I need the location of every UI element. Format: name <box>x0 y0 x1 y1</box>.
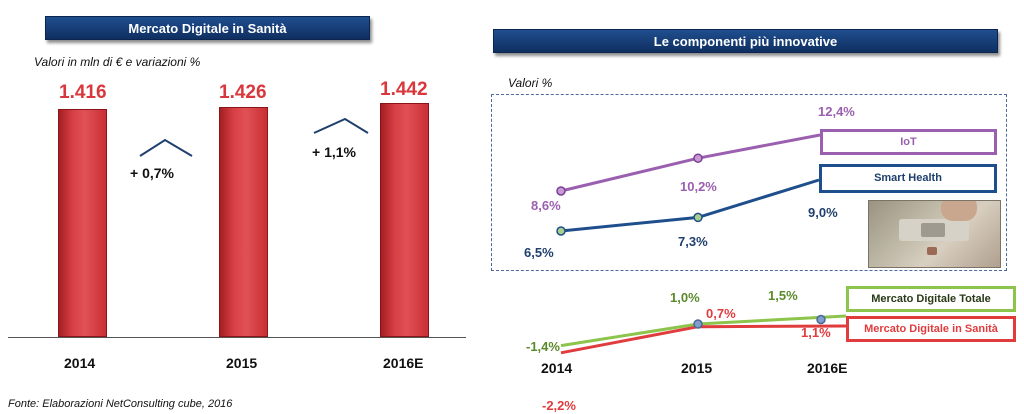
photo-hand <box>941 201 977 221</box>
iot-point <box>556 186 566 196</box>
legend-mercato-sanita: Mercato Digitale in Sanità <box>846 316 1016 342</box>
x-tick-label: 2014 <box>64 355 96 371</box>
bar-value-label: 1.426 <box>219 82 267 103</box>
x-tick-label: 2016E <box>807 360 848 376</box>
iot-point-label: 8,6% <box>531 198 561 213</box>
bar-2015 <box>219 107 268 337</box>
variation-label: + 0,7% <box>130 165 174 181</box>
smart-health-point-label: 6,5% <box>524 245 554 260</box>
variation-label: + 1,1% <box>312 144 356 160</box>
x-tick-label: 2016E <box>383 355 424 371</box>
upper-chart-frame <box>491 94 1007 271</box>
wearable-device-photo <box>868 200 1001 268</box>
smart-health-point-label: 9,0% <box>808 205 838 220</box>
bar-2014 <box>58 109 107 337</box>
x-tick-label: 2015 <box>681 360 713 376</box>
right-chart-title: Le componenti più innovative <box>493 29 998 53</box>
left-chart-subtitle: Valori in mln di € e variazioni % <box>34 55 201 69</box>
mercato-totale-point-label: 1,0% <box>670 290 700 305</box>
variation-caret-1 <box>139 138 193 157</box>
mercato-totale-point-label: 1,5% <box>768 288 798 303</box>
bar-value-label: 1.442 <box>380 79 428 100</box>
iot-point-label: 10,2% <box>680 179 717 194</box>
mercato-totale-point <box>693 319 703 329</box>
smart-health-point <box>693 212 703 223</box>
legend-smart-health: Smart Health <box>819 164 997 193</box>
iot-point-label: 12,4% <box>818 104 855 119</box>
variation-caret-2 <box>313 117 369 134</box>
x-axis-line <box>8 337 466 338</box>
mercato-sanita-point-label: -2,2% <box>542 398 576 413</box>
mercato-sanita-point-label: 1,1% <box>801 325 831 340</box>
smart-health-point-label: 7,3% <box>678 234 708 249</box>
photo-spot <box>927 247 937 255</box>
legend-mercato-totale: Mercato Digitale Totale <box>846 286 1016 312</box>
legend-iot: IoT <box>820 129 997 155</box>
bar-2016e <box>380 103 429 337</box>
left-chart-title: Mercato Digitale in Sanità <box>45 16 370 40</box>
photo-chip <box>921 223 945 237</box>
iot-point <box>693 153 703 163</box>
x-tick-label: 2015 <box>226 355 258 371</box>
right-chart-subtitle: Valori % <box>508 76 553 90</box>
mercato-sanita-point-label: 0,7% <box>706 306 736 321</box>
x-tick-label: 2014 <box>541 360 573 376</box>
mercato-totale-point <box>816 314 826 325</box>
bar-value-label: 1.416 <box>59 82 107 103</box>
mercato-totale-point-label: -1,4% <box>526 339 560 354</box>
source-note: Fonte: Elaborazioni NetConsulting cube, … <box>8 398 233 410</box>
smart-health-point <box>556 226 566 236</box>
